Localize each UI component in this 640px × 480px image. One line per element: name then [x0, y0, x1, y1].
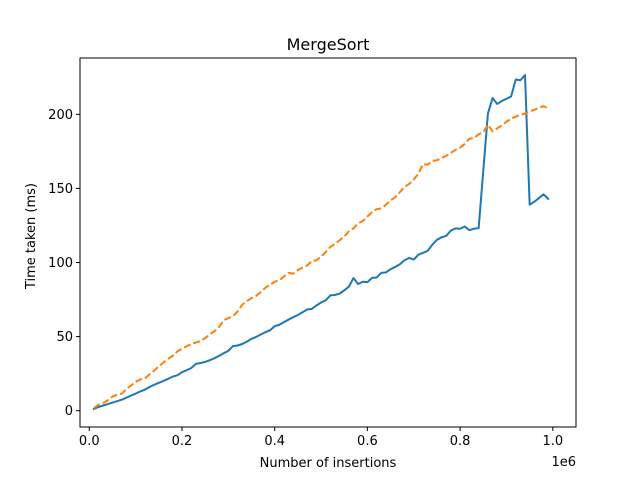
- axes-frame: [79, 57, 577, 428]
- x-axis-offset-label: 1e6: [551, 455, 576, 470]
- y-tick-label: 50: [56, 330, 73, 345]
- series-line-1: [92, 74, 550, 411]
- y-tick-label: 200: [48, 108, 73, 123]
- x-tick-label: 0.0: [79, 434, 100, 449]
- x-tick-label: 0.6: [357, 434, 378, 449]
- series-line-2: [93, 105, 549, 409]
- x-tick-label: 0.8: [450, 434, 471, 449]
- axes-layer: 0.0 0.2 0.4 0.6 0.8 1.0 0 50 100 150 200: [48, 57, 577, 449]
- x-tick-label: 0.4: [264, 434, 285, 449]
- y-tick-label: 0: [65, 404, 73, 419]
- y-axis-label: Time taken (ms): [24, 183, 39, 290]
- x-tick-label: 0.2: [172, 434, 193, 449]
- y-tick-label: 150: [48, 182, 73, 197]
- x-axis-label: Number of insertions: [260, 456, 397, 471]
- series-layer: [92, 74, 550, 411]
- y-tick-label: 100: [48, 256, 73, 271]
- chart-title: MergeSort: [287, 35, 370, 54]
- x-tick-label: 1.0: [542, 434, 563, 449]
